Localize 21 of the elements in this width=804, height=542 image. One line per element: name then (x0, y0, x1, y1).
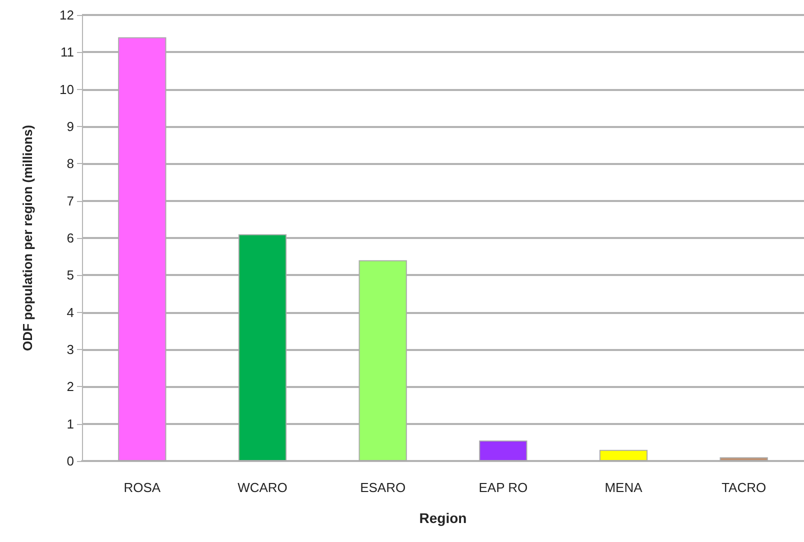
y-tick-label: 2 (66, 379, 74, 394)
x-tick-label: MENA (604, 480, 643, 495)
y-tick-label: 3 (66, 342, 74, 357)
y-tick-label: 1 (66, 416, 74, 432)
y-tick-label: 4 (66, 304, 74, 320)
y-tick-label: 0 (66, 454, 74, 468)
y-tick-label: 8 (66, 156, 74, 172)
y-tick-label: 6 (66, 230, 74, 246)
x-tick-label: ESARO (360, 480, 406, 495)
x-axis-title: Region (419, 510, 467, 526)
y-tick-label: 10 (60, 82, 74, 97)
x-tick-label: WCARO (238, 480, 288, 495)
y-tick-label: 11 (60, 44, 74, 60)
y-axis-title: ODF population per region (millions) (20, 124, 35, 352)
x-tick-label: TACRO (722, 480, 766, 495)
x-tick-label: EAP RO (478, 480, 528, 495)
x-tick-label: ROSA (124, 480, 161, 495)
y-tick-label: 12 (60, 8, 74, 22)
y-tick-label: 5 (66, 268, 74, 283)
y-tick-label: 7 (66, 193, 74, 208)
y-tick-label: 9 (66, 119, 74, 134)
